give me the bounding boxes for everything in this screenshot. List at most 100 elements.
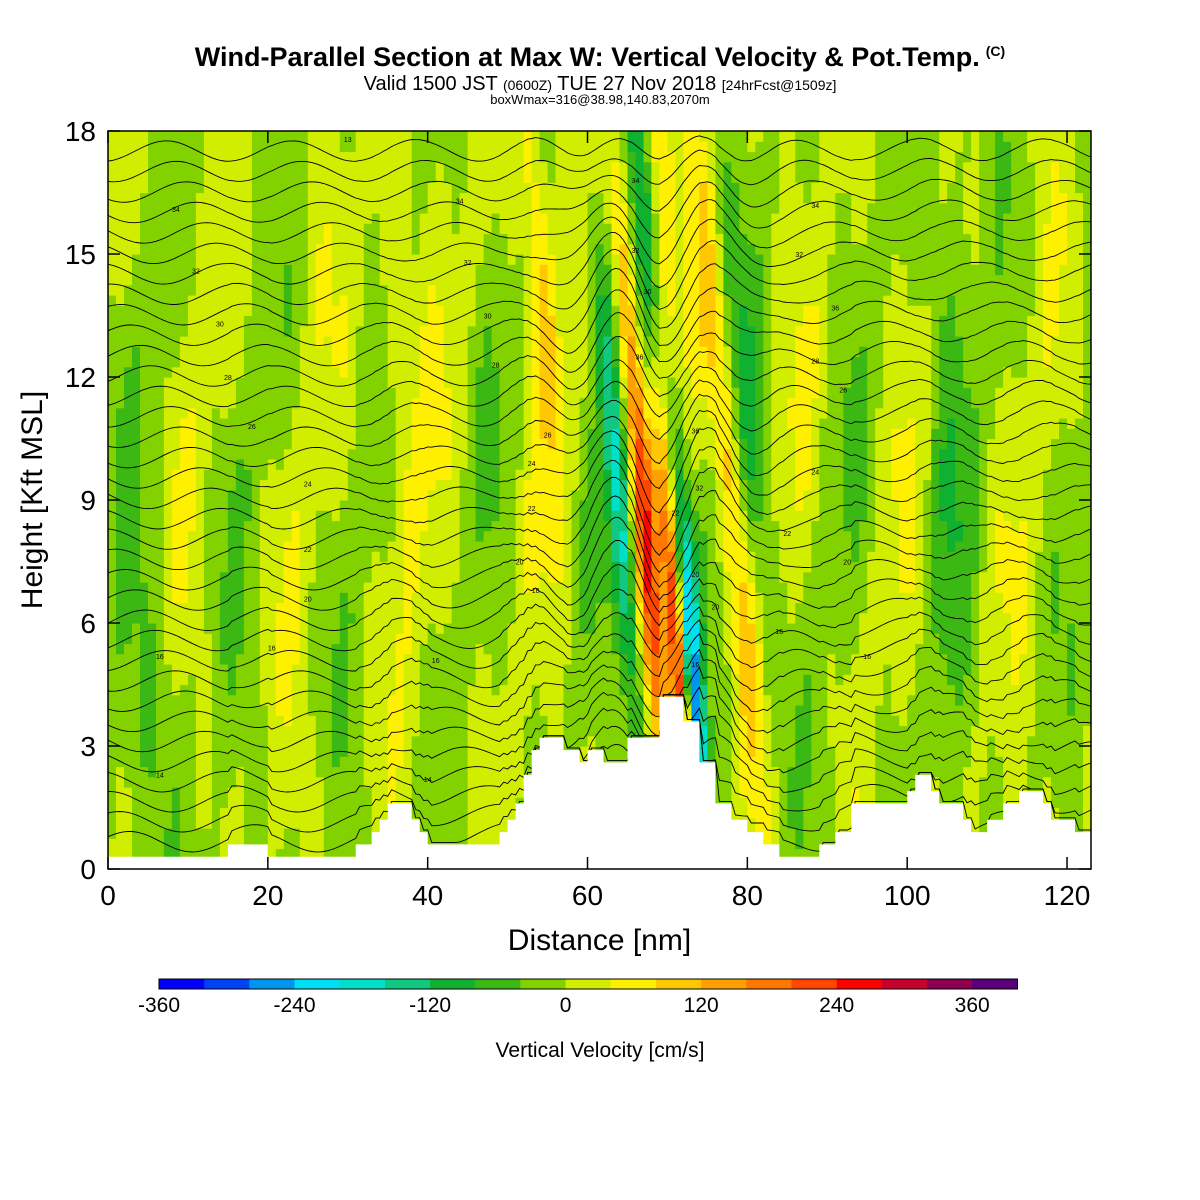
velocity-cell (595, 705, 605, 716)
velocity-cell (108, 797, 117, 809)
velocity-cell (827, 705, 836, 716)
velocity-cell (339, 469, 349, 481)
velocity-cell (171, 817, 181, 829)
velocity-cell (795, 848, 804, 860)
velocity-cell (267, 479, 277, 491)
velocity-cell (875, 766, 884, 778)
velocity-cell (699, 602, 708, 614)
velocity-cell (523, 592, 533, 604)
velocity-cell (635, 489, 645, 501)
velocity-cell (731, 684, 740, 696)
velocity-cell (867, 776, 876, 788)
velocity-cell (947, 633, 956, 645)
velocity-cell (395, 735, 405, 747)
velocity-cell (555, 551, 565, 563)
velocity-cell (467, 602, 477, 614)
velocity-cell (491, 530, 501, 542)
velocity-cell (667, 500, 676, 511)
velocity-cell (827, 582, 836, 593)
velocity-cell (779, 520, 788, 532)
velocity-cell (603, 643, 613, 655)
velocity-cell (203, 787, 213, 798)
velocity-cell (691, 469, 700, 481)
velocity-cell (1011, 766, 1020, 778)
velocity-cell (539, 459, 549, 470)
velocity-cell (235, 735, 245, 747)
velocity-cell (1019, 735, 1028, 747)
velocity-cell (443, 623, 453, 634)
velocity-cell (971, 571, 980, 583)
velocity-cell (299, 848, 309, 860)
velocity-cell (843, 817, 852, 829)
velocity-cell (140, 725, 149, 737)
velocity-cell (363, 684, 373, 696)
velocity-cell (699, 623, 708, 634)
velocity-cell (116, 500, 125, 511)
velocity-cell (339, 715, 349, 727)
velocity-cell (459, 612, 469, 624)
velocity-cell (491, 776, 501, 788)
velocity-cell (579, 694, 589, 706)
velocity-cell (203, 633, 213, 645)
velocity-cell (939, 787, 948, 798)
velocity-cell (331, 448, 341, 460)
velocity-cell (963, 489, 972, 501)
velocity-cell (531, 561, 541, 573)
velocity-cell (1075, 582, 1084, 593)
velocity-cell (507, 797, 517, 809)
velocity-cell (915, 469, 924, 481)
velocity-cell (475, 756, 485, 768)
velocity-cell (195, 746, 205, 757)
velocity-cell (859, 715, 868, 727)
velocity-cell (707, 705, 716, 716)
velocity-cell (971, 715, 980, 727)
velocity-cell (491, 787, 501, 798)
velocity-cell (283, 664, 293, 675)
chart-subtitle: Valid 1500 JST (0600Z) TUE 27 Nov 2018 [… (0, 73, 1200, 96)
velocity-cell (747, 766, 756, 778)
velocity-cell (859, 530, 868, 542)
velocity-cell (907, 653, 916, 665)
velocity-cell (491, 674, 501, 686)
velocity-cell (395, 623, 405, 634)
velocity-cell (283, 817, 293, 829)
velocity-cell (611, 561, 621, 573)
velocity-cell (523, 684, 533, 696)
velocity-cell (291, 797, 301, 809)
velocity-cell (675, 643, 684, 655)
velocity-cell (291, 448, 301, 460)
velocity-cell (116, 459, 125, 470)
velocity-cell (156, 643, 165, 655)
velocity-cell (1059, 571, 1068, 583)
velocity-cell (148, 643, 157, 655)
velocity-cell (755, 807, 764, 819)
velocity-cell (755, 664, 764, 675)
velocity-cell (195, 479, 205, 491)
velocity-cell (1059, 612, 1068, 624)
velocity-cell (243, 828, 253, 839)
velocity-cell (995, 541, 1004, 552)
velocity-cell (1075, 766, 1084, 778)
velocity-cell (1035, 776, 1044, 788)
velocity-cell (315, 807, 325, 819)
velocity-cell (187, 592, 197, 604)
velocity-cell (156, 848, 165, 860)
velocity-cell (227, 725, 237, 737)
velocity-cell (339, 602, 349, 614)
velocity-cell (187, 500, 197, 511)
velocity-cell (739, 807, 748, 819)
velocity-cell (491, 807, 501, 819)
velocity-cell (459, 500, 469, 511)
velocity-cell (507, 500, 517, 511)
velocity-cell (691, 571, 700, 583)
velocity-cell (707, 500, 716, 511)
velocity-cell (387, 776, 397, 788)
velocity-cell (811, 746, 820, 757)
velocity-cell (443, 776, 453, 788)
velocity-cell (203, 551, 213, 563)
velocity-cell (603, 623, 613, 634)
velocity-cell (507, 684, 517, 696)
velocity-cell (235, 705, 245, 716)
velocity-cell (603, 479, 613, 491)
velocity-cell (156, 571, 165, 583)
